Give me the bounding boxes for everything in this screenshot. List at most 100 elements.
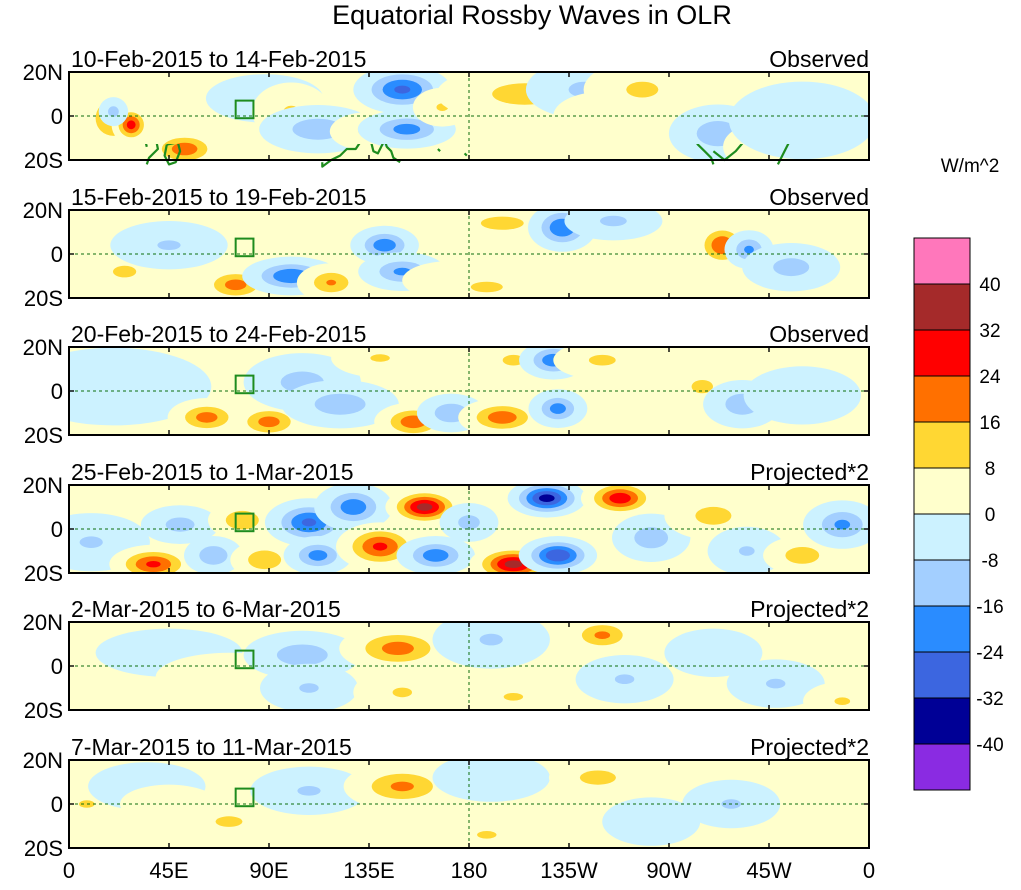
chart-title: Equatorial Rossby Waves in OLR	[332, 0, 732, 30]
reference-box	[234, 787, 255, 808]
panel-kind-label: Projected*2	[750, 459, 869, 485]
coastlines	[144, 144, 790, 168]
panel-kind-label: Observed	[769, 46, 869, 72]
contour-level	[381, 641, 414, 656]
y-tick-label: 20N	[23, 610, 63, 635]
panel-kind-label: Observed	[769, 184, 869, 210]
y-tick-label: 20S	[24, 698, 63, 723]
anomaly-cell	[396, 536, 475, 573]
contour-level	[299, 683, 319, 693]
colorbar-label: -24	[976, 643, 1004, 664]
anomaly-cell	[314, 485, 393, 532]
contour-level	[196, 412, 218, 423]
contour-level	[432, 760, 550, 802]
anomaly-cell	[167, 398, 246, 435]
contour-level	[215, 816, 243, 827]
colorbar-swatch	[913, 283, 971, 331]
contour-level	[728, 81, 869, 160]
contour-level	[773, 258, 810, 277]
contour-level	[602, 797, 701, 846]
contour-level	[225, 510, 259, 530]
anomaly-cell	[343, 762, 461, 811]
anomaly-cell	[437, 815, 536, 848]
contour-level	[743, 366, 861, 425]
anomaly-cell	[507, 485, 586, 518]
anomaly-cell	[583, 72, 701, 119]
contour-level	[225, 279, 247, 291]
y-tick-label: 20S	[24, 148, 63, 173]
anomaly-cell	[458, 398, 547, 435]
panel-4: 20N 0 20S 25-Feb-2015 to 1-Mar-2015 Projecte…	[23, 459, 870, 586]
panel-date-range: 20-Feb-2015 to 24-Feb-2015	[71, 321, 366, 347]
contour-level	[331, 347, 430, 378]
reference-box	[234, 512, 255, 533]
colorbar-swatch	[913, 697, 971, 745]
panel-date-range: 7-Mar-2015 to 11-Mar-2015	[71, 734, 352, 760]
y-tick-label: 20N	[23, 335, 63, 360]
y-tick-label: 20N	[23, 198, 63, 223]
anomaly-cell	[803, 500, 869, 549]
anomaly-cell	[563, 622, 642, 655]
colorbar-swatch	[913, 651, 971, 699]
contour-level	[614, 674, 635, 684]
contour-level	[113, 265, 137, 278]
anomaly-cell	[432, 622, 550, 669]
y-tick-label: 0	[51, 242, 63, 267]
anomaly-cell	[230, 540, 299, 573]
anomaly-cell	[602, 797, 701, 846]
colorbar-units: W/m^2	[941, 156, 1000, 177]
anomaly-cell	[580, 485, 660, 518]
y-tick-label: 0	[51, 792, 63, 817]
contour-level	[766, 678, 786, 689]
y-tick-label: 0	[51, 104, 63, 129]
anomaly-cell	[518, 536, 598, 573]
panel-date-range: 25-Feb-2015 to 1-Mar-2015	[71, 459, 354, 485]
anomaly-cell	[336, 522, 425, 571]
contour-level	[739, 546, 755, 556]
anomaly-cell	[353, 668, 452, 710]
anomaly-cell	[432, 760, 550, 802]
anomaly-cell	[98, 97, 129, 127]
contour-level	[803, 681, 869, 710]
x-tick-label: 0	[863, 858, 875, 883]
colorbar-label: 40	[979, 275, 1000, 296]
x-tick-label: 0	[63, 858, 75, 883]
colorbar-swatch	[913, 743, 971, 791]
y-tick-label: 20S	[24, 561, 63, 586]
colorbar-swatch	[913, 375, 971, 423]
colorbar-swatch	[913, 329, 971, 377]
contour-level	[626, 81, 659, 98]
x-tick-label: 90E	[249, 858, 288, 883]
reference-box	[234, 237, 255, 258]
contour-level	[588, 354, 616, 366]
contour-level	[477, 831, 497, 839]
contour-level	[422, 549, 449, 562]
contour-level	[157, 240, 181, 250]
colorbar-label: 32	[979, 321, 1000, 342]
anomaly-cell	[331, 347, 430, 378]
contour-level	[664, 628, 763, 677]
colorbar-label: -8	[982, 551, 999, 572]
contour-level	[171, 142, 198, 156]
anomaly-cell	[743, 366, 861, 425]
y-tick-label: 20S	[24, 423, 63, 448]
anomaly-cell	[260, 663, 358, 710]
contour-level	[394, 85, 411, 94]
panel-kind-label: Projected*2	[750, 596, 869, 622]
colorbar-label: 16	[979, 413, 1000, 434]
anomaly-cell	[208, 500, 277, 540]
x-tick-label: 180	[451, 858, 488, 883]
contour-level	[545, 549, 571, 562]
y-tick-label: 20S	[24, 836, 63, 861]
anomaly-cell	[528, 389, 588, 428]
panel-kind-label: Projected*2	[750, 734, 869, 760]
contour-level	[594, 631, 611, 639]
contour-level	[199, 546, 228, 565]
contour-level	[549, 403, 566, 414]
panels-group: 20N 0 20S 10-Feb-2015 to 14-Feb-2015 Observe…	[23, 46, 870, 861]
contour-level	[600, 215, 627, 227]
contour-level	[372, 542, 388, 551]
anomaly-cell	[109, 544, 198, 573]
contour-level	[504, 560, 523, 568]
contour-level	[609, 492, 631, 504]
